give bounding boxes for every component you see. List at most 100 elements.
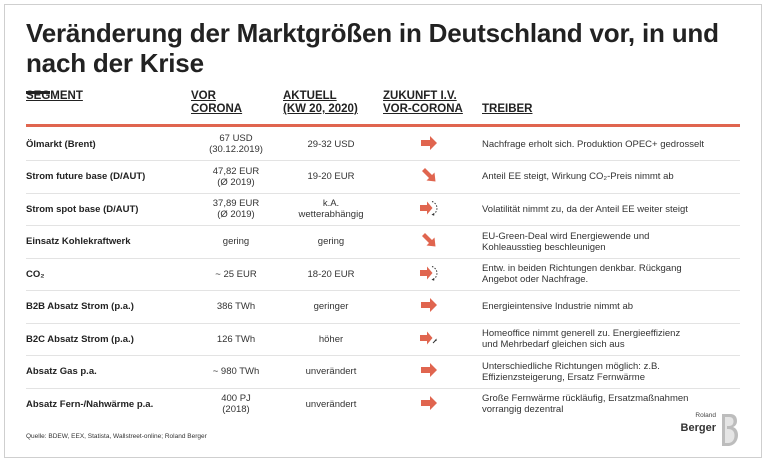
aktuell-cell: gering [281, 226, 381, 258]
logo-text-small: Roland [695, 412, 716, 419]
segment-cell: Strom future base (D/AUT) [26, 161, 191, 193]
segment-cell-text: Einsatz Kohlekraftwerk [26, 236, 131, 247]
table-row: Strom future base (D/AUT) 47,82 EUR (Ø 20… [26, 161, 740, 194]
treiber-cell: Unterschiedliche Richtungen möglich: z.B… [482, 356, 742, 388]
vor-corona-cell-text: 47,82 EUR (Ø 2019) [212, 165, 260, 188]
segment-cell-text: Strom spot base (D/AUT) [26, 203, 139, 215]
column-header-treiber: TREIBER [482, 103, 533, 115]
zukunft-cell [404, 323, 454, 355]
column-header-aktuell: AKTUELL (KW 20, 2020) [283, 90, 358, 115]
treiber-cell: EU-Green-Deal wird Energiewende und Kohl… [482, 226, 742, 258]
segment-cell: Absatz Gas p.a. [26, 356, 191, 388]
aktuell-cell: k.A. wetterabhängig [281, 193, 381, 225]
page-title: Veränderung der Marktgrößen in Deutschla… [26, 18, 719, 78]
vor-corona-cell-text: 400 PJ (2018) [221, 393, 251, 415]
aktuell-cell: unverändert [281, 388, 381, 420]
segment-cell: Ölmarkt (Brent) [26, 128, 191, 160]
aktuell-cell-text: höher [318, 333, 344, 345]
segment-cell-text: B2C Absatz Strom (p.a.) [26, 333, 134, 345]
aktuell-cell: geringer [281, 291, 381, 323]
aktuell-cell-text: 19-20 EUR [307, 171, 355, 182]
zukunft-cell [404, 356, 454, 388]
arrow-right-icon [419, 133, 439, 156]
treiber-cell-text: Entw. in beiden Richtungen denkbar. Rück… [482, 263, 682, 285]
vor-corona-cell-text: 386 TWh [216, 301, 256, 312]
aktuell-cell: höher [281, 323, 381, 355]
treiber-cell: Nachfrage erholt sich. Produktion OPEC+ … [482, 128, 742, 160]
aktuell-cell: unverändert [281, 356, 381, 388]
aktuell-cell-text: geringer [313, 301, 349, 312]
zukunft-cell [404, 161, 454, 193]
column-header-segment: SEGMENT [26, 90, 83, 102]
segment-cell-text: Absatz Fern-/Nahwärme p.a. [26, 398, 154, 410]
zukunft-cell [404, 128, 454, 160]
treiber-cell-text: Nachfrage erholt sich. Produktion OPEC+ … [482, 138, 705, 150]
aktuell-cell-text: unverändert [305, 366, 357, 377]
vor-corona-cell: ~ 25 EUR [186, 258, 286, 290]
segment-cell: Strom spot base (D/AUT) [26, 193, 191, 225]
logo-text-big: Berger [680, 422, 716, 434]
zukunft-cell [404, 258, 454, 290]
table-row: Einsatz Kohlekraftwerk gering gering EU-Gre… [26, 226, 740, 259]
vor-corona-cell: 400 PJ (2018) [186, 388, 286, 420]
segment-cell-text: Strom future base (D/AUT) [26, 171, 146, 182]
table-row: B2B Absatz Strom (p.a.) 386 TWh geringer En… [26, 291, 740, 324]
segment-cell: B2B Absatz Strom (p.a.) [26, 291, 191, 323]
zukunft-cell [404, 226, 454, 258]
zukunft-cell [404, 291, 454, 323]
vor-corona-cell: 37,89 EUR (Ø 2019) [186, 193, 286, 225]
segment-cell-text: Ölmarkt (Brent) [26, 138, 96, 150]
treiber-cell-text: Energieintensive Industrie nimmt ab [482, 301, 634, 312]
table-row: Absatz Fern-/Nahwärme p.a. 400 PJ (2018) u… [26, 388, 740, 420]
treiber-cell-text: EU-Green-Deal wird Energiewende und Kohl… [482, 230, 650, 253]
treiber-cell-text: Volatilität nimmt zu, da der Anteil EE w… [482, 203, 688, 215]
arrow-down-right-icon [419, 230, 439, 253]
vor-corona-cell: 47,82 EUR (Ø 2019) [186, 161, 286, 193]
treiber-cell-text: Anteil EE steigt, Wirkung CO₂-Preis nimm… [482, 171, 674, 182]
vor-corona-cell-text: gering [222, 236, 250, 247]
segment-cell: Einsatz Kohlekraftwerk [26, 226, 191, 258]
vor-corona-cell-text: 126 TWh [216, 333, 256, 345]
title-dash [26, 91, 50, 94]
vor-corona-cell-text: ~ 25 EUR [215, 268, 257, 280]
source-note: Quelle: BDEW, EEX, Statista, Wallstreet-… [26, 433, 207, 440]
vor-corona-cell: gering [186, 226, 286, 258]
treiber-cell-text: Große Fernwärme rückläufig, Ersatzmaßnah… [482, 393, 689, 415]
arrow-right-icon [419, 295, 439, 318]
treiber-cell: Große Fernwärme rückläufig, Ersatzmaßnah… [482, 388, 742, 420]
aktuell-cell-text: 29-32 USD [307, 138, 355, 150]
arrow-right-icon [419, 360, 439, 383]
aktuell-cell: 18-20 EUR [281, 258, 381, 290]
vor-corona-cell: 386 TWh [186, 291, 286, 323]
vor-corona-cell-text: 67 USD (30.12.2019) [209, 133, 263, 155]
arrow-right-up-icon [419, 328, 439, 351]
table-row: Absatz Gas p.a. ~ 980 TWh unverändert Unter… [26, 356, 740, 389]
arrow-right-circular-icon [419, 198, 439, 221]
segment-cell: CO₂ [26, 258, 191, 290]
segment-cell: B2C Absatz Strom (p.a.) [26, 323, 191, 355]
table-row: CO₂ ~ 25 EUR 18-20 EUR Entw. in beiden Rich… [26, 258, 740, 291]
table-row: Ölmarkt (Brent) 67 USD (30.12.2019) 29-32 … [26, 128, 740, 161]
treiber-cell: Volatilität nimmt zu, da der Anteil EE w… [482, 193, 742, 225]
arrow-right-icon [419, 393, 439, 416]
segment-cell-text: CO₂ [26, 268, 45, 280]
treiber-cell: Homeoffice nimmt generell zu. Energieeff… [482, 323, 742, 355]
frame [4, 4, 762, 458]
arrow-down-right-icon [419, 165, 439, 188]
table-row: Strom spot base (D/AUT) 37,89 EUR (Ø 2019… [26, 193, 740, 226]
arrow-right-circular-icon [419, 263, 439, 286]
logo-b-mark-icon [722, 414, 738, 446]
zukunft-cell [404, 193, 454, 225]
vor-corona-cell: 67 USD (30.12.2019) [186, 128, 286, 160]
column-header-vor: VOR CORONA [191, 90, 243, 115]
header-rule [26, 124, 740, 127]
vor-corona-cell: 126 TWh [186, 323, 286, 355]
table-row: B2C Absatz Strom (p.a.) 126 TWh höher Homeo… [26, 323, 740, 356]
treiber-cell-text: Homeoffice nimmt generell zu. Energieeff… [482, 328, 681, 350]
segment-cell-text: Absatz Gas p.a. [26, 366, 97, 377]
aktuell-cell-text: 18-20 EUR [307, 268, 355, 280]
treiber-cell-text: Unterschiedliche Richtungen möglich: z.B… [482, 360, 660, 383]
zukunft-cell [404, 388, 454, 420]
aktuell-cell-text: k.A. wetterabhängig [298, 198, 364, 220]
segment-cell: Absatz Fern-/Nahwärme p.a. [26, 388, 191, 420]
